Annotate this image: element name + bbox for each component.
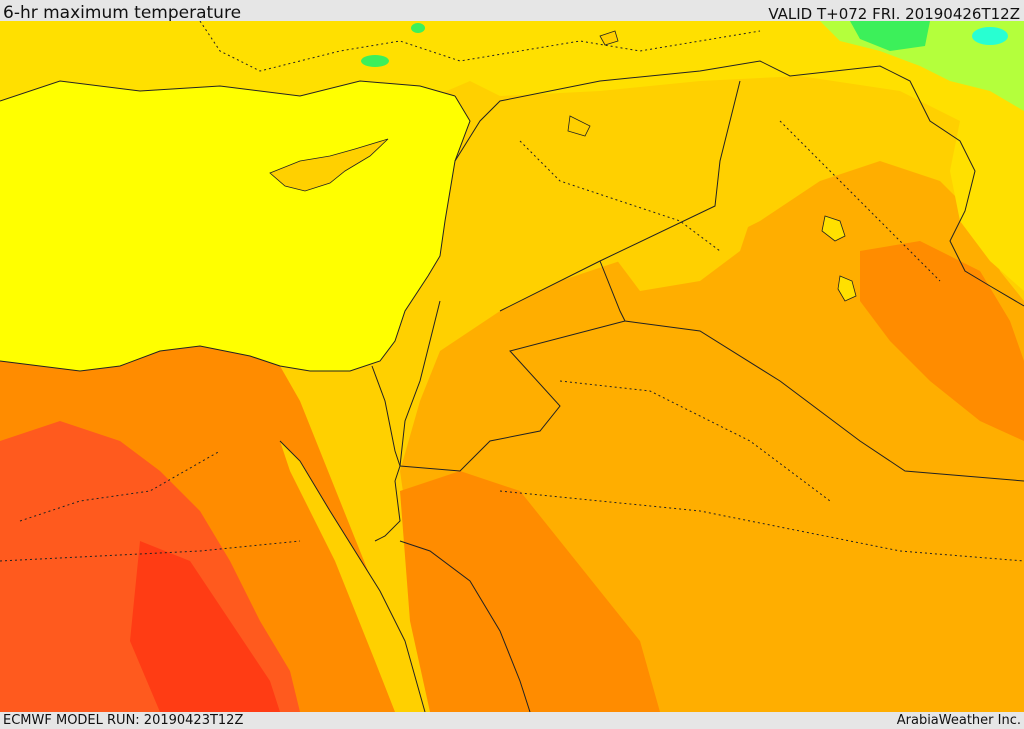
med-coastline <box>0 95 471 372</box>
saudi-coastline <box>399 540 531 712</box>
aqaba-gulf <box>374 480 401 542</box>
egypt-sudan-border <box>0 540 301 562</box>
saudi-internal-border <box>499 490 1024 562</box>
cool-zone-ne-green <box>850 21 930 51</box>
model-run: ECMWF MODEL RUN: 20190423T12Z <box>3 713 244 728</box>
syria-iraq-border <box>499 80 741 312</box>
jordan-border <box>399 320 626 472</box>
north-border <box>454 60 1024 307</box>
iraq-saudi-border <box>599 260 1024 482</box>
credit: ArabiaWeather Inc. <box>896 713 1021 728</box>
map-title: 6-hr maximum temperature <box>3 3 242 21</box>
bottom-bar: ECMWF MODEL RUN: 20190423T12Z ArabiaWeat… <box>0 712 1024 729</box>
cold-spot-north <box>361 55 389 67</box>
top-bar: 6-hr maximum temperature VALID T+072 FRI… <box>0 0 1024 21</box>
turkey-coastline <box>0 80 456 102</box>
lake-tharthar <box>821 215 846 242</box>
turkey-internal-border <box>199 21 761 72</box>
red-sea <box>280 441 425 712</box>
cold-spot-top <box>411 23 425 33</box>
jordan-river <box>394 300 441 482</box>
north-warm-band <box>0 21 1024 151</box>
red-sea-west-coast <box>279 440 426 712</box>
temperature-map <box>0 21 1024 712</box>
egypt-internal-border <box>19 450 221 522</box>
cold-spot-ne <box>972 27 1008 45</box>
hot-zone-iraq <box>860 241 1024 441</box>
hot-zone-saudi <box>400 471 660 712</box>
gulf-strip <box>950 121 1024 291</box>
iraq-internal-border <box>559 380 831 502</box>
sinai-border <box>371 365 401 467</box>
map-canvas <box>0 21 1024 712</box>
lake-assad <box>567 115 591 137</box>
syria-plateau <box>600 171 760 291</box>
valid-time: VALID T+072 FRI. 20190426T12Z <box>768 5 1020 21</box>
lake-turkey <box>599 30 619 46</box>
hottest-zone-egypt <box>130 541 280 712</box>
cool-zone-ne <box>820 21 1024 111</box>
lake-habbaniyah <box>837 275 857 302</box>
cyprus <box>269 138 389 192</box>
